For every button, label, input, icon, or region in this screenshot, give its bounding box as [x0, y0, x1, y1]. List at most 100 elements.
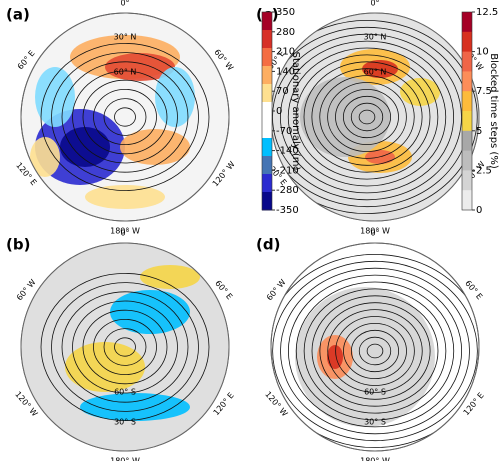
contour	[272, 33, 462, 201]
contour	[287, 47, 447, 187]
fields	[21, 243, 229, 451]
fields	[271, 13, 479, 221]
panel-label: (b)	[6, 236, 30, 254]
contour	[40, 272, 210, 421]
latitude-label: 30° S	[364, 418, 386, 427]
contour	[295, 54, 439, 180]
contour	[271, 20, 478, 214]
colorbar-tick-label: 210	[276, 47, 295, 58]
contour	[335, 316, 415, 386]
colorbar-segment	[262, 120, 272, 139]
field-blob	[140, 265, 200, 289]
fields	[271, 253, 479, 448]
colorbar-tick-label: 70	[276, 86, 289, 97]
longitude-label: 0°	[120, 0, 129, 8]
colorbar-tick-label: -210	[276, 165, 299, 176]
colorbar-segment	[462, 170, 472, 191]
latitude-label: 60° S	[114, 388, 136, 397]
contour	[272, 260, 478, 442]
field-blob	[65, 342, 145, 392]
colorbar-segment	[462, 91, 472, 112]
colorbar-segment	[262, 102, 272, 121]
colorbar-tick-label: 2.5	[476, 165, 492, 176]
contour	[72, 300, 178, 394]
longitude-label: 180° W	[360, 457, 390, 462]
contour	[287, 274, 463, 428]
field-blob	[155, 67, 195, 127]
colorbar-segment	[262, 174, 272, 193]
latitude-label: 30° N	[114, 33, 137, 42]
longitude-label: 180° W	[110, 457, 140, 462]
contour	[114, 107, 136, 127]
contour	[350, 329, 400, 373]
latitude-label: 60° S	[364, 388, 386, 397]
latitude-label: 30° S	[114, 418, 136, 427]
colorbar-segment	[262, 30, 272, 49]
contour	[103, 98, 147, 136]
colorbar-tick-label: 10	[476, 47, 489, 58]
colorbar-segment	[462, 71, 472, 92]
colorbar-label: Stationary anomaly (m)	[290, 52, 301, 171]
panel-label: (a)	[6, 6, 30, 24]
field-blob	[110, 290, 190, 334]
contour	[82, 309, 168, 385]
contour	[280, 267, 470, 435]
contour	[311, 68, 423, 166]
longitude-label: 180° W	[110, 227, 140, 236]
field-blob	[30, 137, 60, 177]
colorbar-tick-label: 7.5	[476, 86, 492, 97]
latitude-label: 60° N	[364, 68, 387, 77]
colorbar-tick-label: -70	[276, 126, 292, 137]
contour	[61, 291, 189, 403]
field-blob	[400, 78, 440, 106]
contour	[366, 343, 384, 359]
contour	[327, 82, 407, 152]
colorbar-segment	[462, 150, 472, 171]
contour	[114, 337, 136, 357]
contour	[103, 328, 147, 366]
latitude-label: 60° N	[114, 68, 137, 77]
contour	[93, 318, 157, 375]
colorbar-segment	[262, 12, 272, 31]
colorbar-label: Blocked time steps (%)	[488, 53, 499, 169]
field-blob	[327, 345, 343, 369]
colorbar-segment	[262, 66, 272, 85]
colorbar-segment	[462, 130, 472, 152]
colorbar-segment	[462, 111, 472, 132]
contour	[327, 309, 423, 393]
colorbar-tick-label: 140	[276, 66, 295, 77]
map-border	[20, 12, 230, 222]
colorbar-segment	[462, 31, 472, 53]
contour	[311, 295, 439, 407]
contour	[72, 70, 178, 164]
contour	[319, 75, 415, 159]
contour	[303, 288, 447, 414]
contour	[51, 282, 199, 412]
colorbar-tick-label: 0	[276, 106, 282, 117]
contour	[319, 302, 431, 400]
longitude-label: 0°	[370, 229, 379, 238]
field-blob	[120, 129, 190, 165]
colorbar-tick-label: 350	[276, 7, 295, 18]
field-blob	[295, 287, 435, 427]
map-border	[270, 242, 480, 452]
contour	[40, 43, 210, 191]
contour	[271, 253, 479, 448]
contour	[51, 52, 199, 182]
contour	[358, 336, 392, 366]
colorbar-tick-label: -350	[276, 205, 299, 216]
colorbar-tick-label: 5	[476, 126, 482, 137]
colorbar-segment	[462, 12, 472, 33]
contour	[93, 89, 157, 146]
colorbar-tick-label: -280	[276, 185, 299, 196]
contour	[279, 40, 455, 194]
panel-label: (d)	[256, 236, 280, 254]
map-border	[20, 242, 230, 452]
colorbar-segment	[262, 48, 272, 67]
colorbar-segment	[262, 138, 272, 157]
